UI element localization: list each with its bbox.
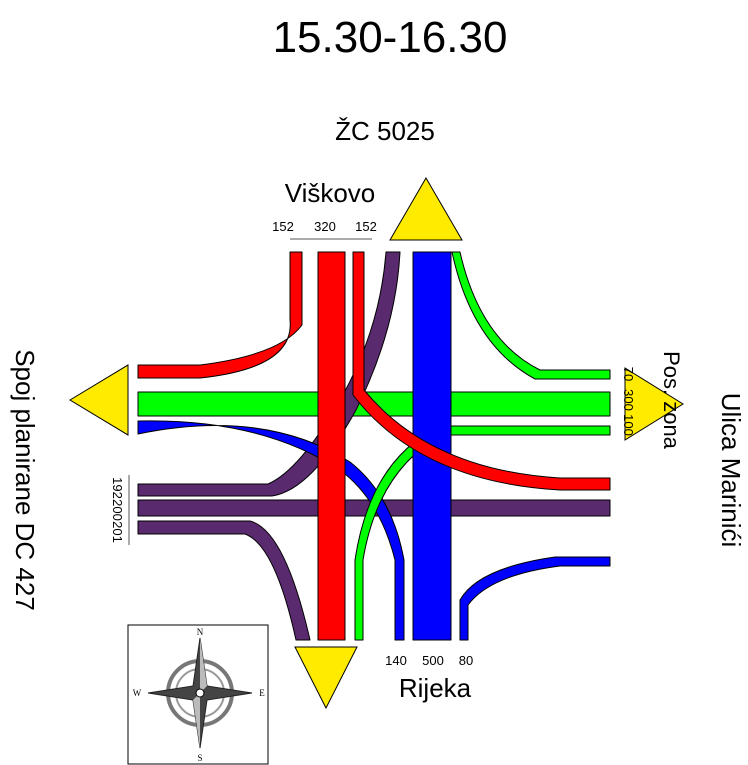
flow: [137, 251, 303, 379]
arrow-north: [389, 177, 463, 241]
east-count: 70: [621, 367, 636, 381]
compass-s: S: [197, 753, 202, 763]
west-count: 192: [110, 477, 125, 499]
compass-star: [193, 693, 200, 748]
arrow-south: [294, 646, 358, 710]
flow: [137, 520, 311, 641]
west-road: Spoj planirane DC 427: [10, 349, 40, 611]
east-road: Ulica Marinići: [716, 393, 746, 548]
east-count: 300: [621, 389, 636, 411]
south-count: 140: [385, 653, 407, 668]
title: 15.30-16.30: [273, 13, 508, 62]
north-count: 152: [272, 219, 294, 234]
compass-center: [195, 688, 205, 698]
compass-n: N: [197, 627, 204, 637]
direction-arrows: [69, 177, 684, 710]
west-count: 201: [110, 521, 125, 543]
flow: [459, 556, 611, 641]
compass-w: W: [133, 688, 142, 698]
flow: [317, 251, 346, 641]
compass-e: E: [259, 688, 265, 698]
flow: [451, 251, 611, 380]
arrow-west: [69, 364, 129, 436]
north-place: Viškovo: [285, 178, 376, 208]
flow: [352, 251, 611, 491]
compass: N E S W: [127, 624, 269, 765]
south-place: Rijeka: [399, 673, 472, 703]
east-place: Pos. zona: [659, 351, 684, 450]
east-count: 100: [621, 414, 636, 436]
flow: [137, 420, 405, 641]
west-count: 200: [110, 499, 125, 521]
south-count: 500: [422, 653, 444, 668]
south-count: 80: [459, 653, 473, 668]
north-count: 320: [314, 219, 336, 234]
north-road: ŽC 5025: [335, 116, 435, 146]
compass-star: [200, 638, 207, 693]
north-count: 152: [355, 219, 377, 234]
flows: [137, 251, 611, 641]
arrow-east: [624, 367, 684, 441]
